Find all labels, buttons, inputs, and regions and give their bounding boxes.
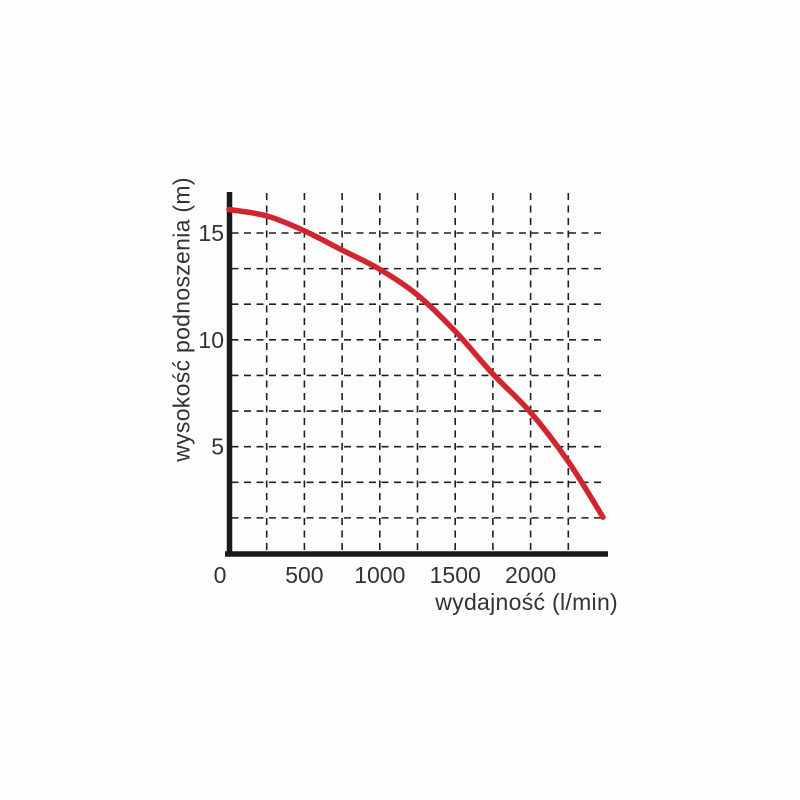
y-axis-title: wysokość podnoszenia (m) [168,177,195,462]
x-tick-label: 1500 [430,562,481,588]
y-tick-labels: 5 10 15 [198,220,224,460]
y-tick-label: 5 [211,434,224,460]
x-axis-title: wydajność (l/min) [435,589,618,615]
x-tick-label: 1000 [354,562,405,588]
grid [231,193,606,552]
x-tick-label: 0 [214,562,227,588]
y-tick-label: 10 [198,327,224,353]
x-tick-labels: 0 500 1000 1500 2000 [214,562,557,588]
pump-curve [226,206,606,520]
y-tick-label: 15 [198,220,224,246]
x-tick-label: 500 [285,562,323,588]
x-tick-label: 2000 [505,562,556,588]
axes [225,192,608,557]
